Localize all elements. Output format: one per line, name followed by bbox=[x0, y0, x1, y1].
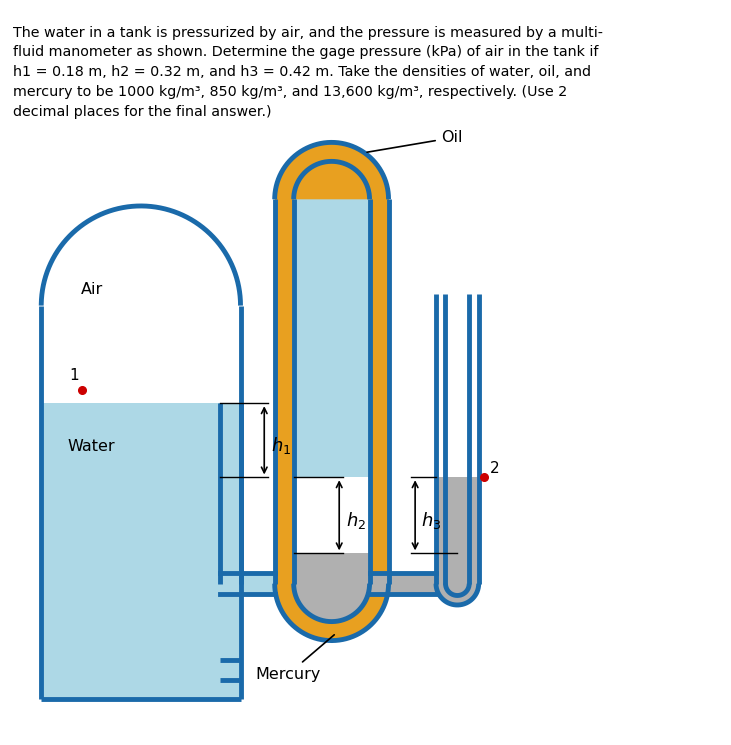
Text: 2: 2 bbox=[490, 460, 500, 475]
Bar bbox=[370, 573, 436, 594]
Bar bbox=[469, 478, 479, 583]
Bar bbox=[219, 659, 240, 680]
Polygon shape bbox=[294, 583, 370, 621]
Polygon shape bbox=[275, 583, 389, 641]
Text: Air: Air bbox=[81, 282, 103, 297]
Text: The water in a tank is pressurized by air, and the pressure is measured by a mul: The water in a tank is pressurized by ai… bbox=[12, 25, 603, 118]
Bar bbox=[294, 200, 370, 478]
Text: $h_2$: $h_2$ bbox=[346, 510, 366, 530]
Bar bbox=[370, 200, 389, 583]
Bar bbox=[294, 554, 370, 583]
Bar bbox=[41, 206, 240, 403]
Text: 1: 1 bbox=[69, 367, 80, 383]
Bar bbox=[275, 200, 294, 583]
Bar bbox=[219, 403, 240, 583]
Bar bbox=[219, 573, 275, 594]
Polygon shape bbox=[275, 142, 389, 200]
Text: $h_1$: $h_1$ bbox=[271, 434, 291, 456]
Text: Oil: Oil bbox=[367, 130, 462, 152]
Text: Water: Water bbox=[68, 439, 115, 454]
Bar bbox=[445, 478, 469, 583]
Text: Mercury: Mercury bbox=[256, 635, 334, 682]
Bar bbox=[41, 403, 240, 700]
Polygon shape bbox=[436, 583, 479, 605]
Polygon shape bbox=[294, 162, 370, 200]
Bar bbox=[436, 478, 445, 583]
Text: $h_3$: $h_3$ bbox=[421, 510, 442, 530]
